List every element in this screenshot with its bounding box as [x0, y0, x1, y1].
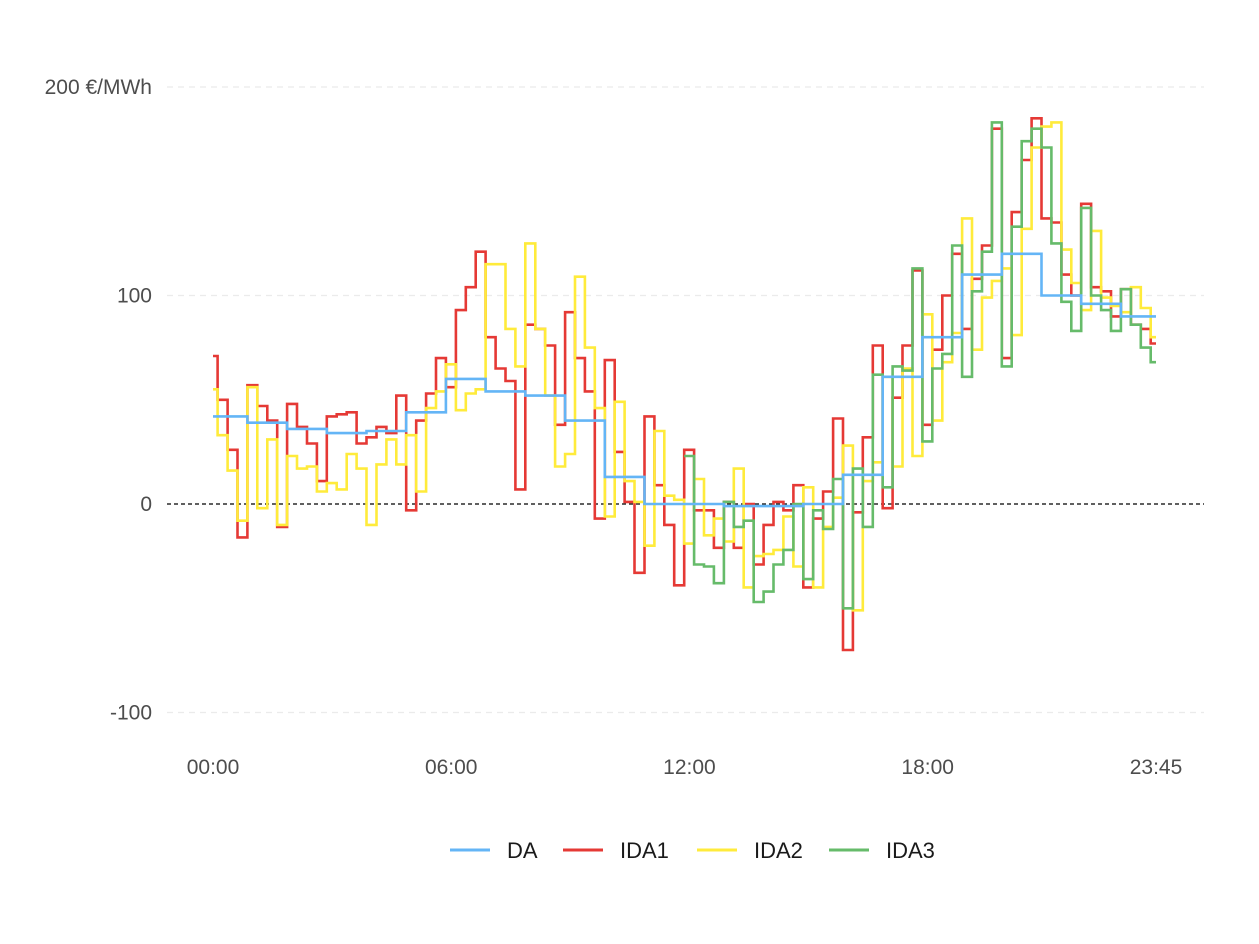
legend-label-ida2: IDA2 [754, 838, 803, 863]
x-axis-tick-labels: 00:00 06:00 12:00 18:00 23:45 [187, 756, 1183, 779]
series-line-ida2 [213, 121, 1156, 612]
y-tick-label: 0 [140, 493, 152, 516]
x-tick-label: 06:00 [425, 756, 478, 779]
series-line-da [213, 252, 1156, 508]
grid-lines [167, 86, 1204, 714]
legend: DA IDA1 IDA2 IDA3 [450, 838, 935, 863]
legend-label-ida3: IDA3 [886, 838, 935, 863]
legend-label-ida1: IDA1 [620, 838, 669, 863]
x-tick-label: 23:45 [1130, 756, 1183, 779]
x-tick-label: 12:00 [663, 756, 716, 779]
series-line-ida3 [684, 121, 1156, 610]
x-tick-label: 18:00 [901, 756, 954, 779]
y-tick-label: 200 €/MWh [45, 76, 152, 99]
series-line-ida1 [213, 117, 1156, 652]
series-lines [213, 117, 1156, 652]
legend-label-da: DA [507, 838, 538, 863]
y-tick-label: 100 [117, 285, 152, 308]
y-tick-label: -100 [110, 702, 152, 725]
x-tick-label: 00:00 [187, 756, 240, 779]
y-axis-tick-labels: 200 €/MWh 100 0 -100 [45, 76, 152, 725]
